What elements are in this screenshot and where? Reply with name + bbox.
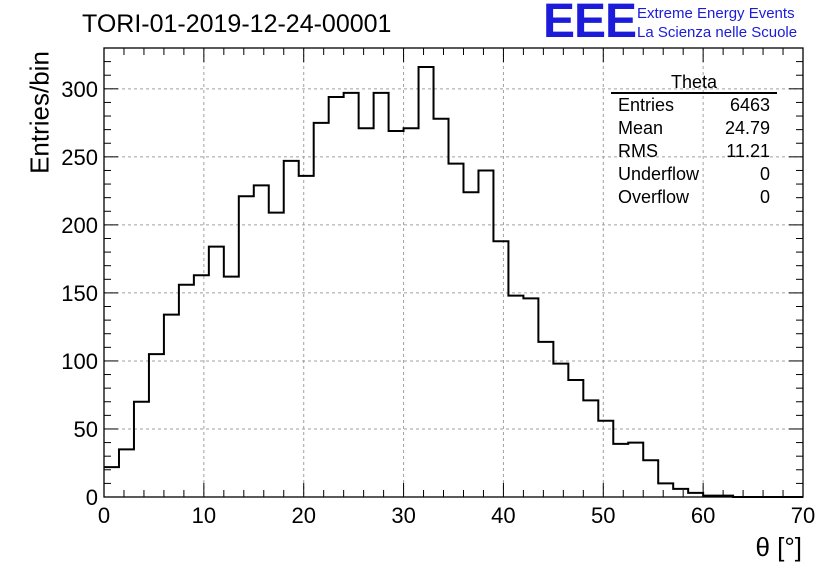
histogram-bin [419,67,434,497]
histogram-bin [523,298,538,497]
histogram-bin [449,164,464,497]
stats-value: 24.79 [724,118,770,138]
stats-row-mean: Mean 24.79 [611,117,777,140]
histogram-bin [463,192,478,497]
y-tick-label: 0 [86,485,98,510]
stats-label: Entries [618,95,675,115]
histogram-bin [164,315,179,497]
histogram-bin [284,161,299,497]
stats-title: Theta [611,72,777,94]
histogram-bin [628,443,643,497]
histogram-bin [374,93,389,497]
histogram-bin [314,123,329,497]
x-tick-label: 50 [591,503,615,528]
x-tick-label: 70 [791,503,815,528]
histogram-line [104,66,803,498]
x-tick-label: 20 [291,503,315,528]
stats-value: 11.21 [726,141,770,161]
x-tick-label: 10 [192,503,216,528]
y-tick-label: 250 [61,145,98,170]
histogram-bin [149,354,164,497]
stats-value: 0 [759,187,770,207]
histogram-bin [239,196,254,497]
axes [103,47,804,498]
histogram-bin [568,380,583,497]
logo-caption-line1: Extreme Energy Events [637,5,795,22]
x-tick-label: 0 [98,503,110,528]
histogram-bin [553,364,568,497]
histogram-bin [508,296,523,497]
histogram-bin [269,213,284,497]
histogram-bin [134,402,149,497]
histogram-bin [404,128,419,497]
y-tick-label: 300 [61,77,98,102]
stats-label: Overflow [618,187,690,207]
stats-label: Mean [618,118,664,138]
logo-caption: Extreme Energy Events La Scienza nelle S… [637,4,797,42]
x-tick-label: 40 [491,503,515,528]
histogram-bin [643,460,658,497]
histogram-bin [119,449,134,497]
histogram-bin [434,119,449,497]
histogram-bin [673,489,688,497]
histogram-bin [658,483,673,497]
histogram-bin [209,247,224,497]
histogram-bin [194,275,209,497]
histogram-bin [299,176,314,497]
logo-caption-line2: La Scienza nelle Scuole [637,24,798,41]
x-axis-label: θ [°] [755,532,802,562]
eee-logo: EEE [543,0,637,48]
stats-row-overflow: Overflow 0 [611,186,777,209]
histogram-bin [478,170,493,497]
stats-value: 6463 [729,95,770,115]
histogram-bin [389,131,404,497]
histogram-bin [224,277,239,497]
histogram-bin [538,342,553,497]
histogram-bin [179,285,194,497]
y-tick-label: 100 [61,349,98,374]
histogram-bin [359,128,374,497]
y-tick-label: 50 [74,417,98,442]
stats-row-entries: Entries 6463 [611,94,777,117]
histogram-bin [254,185,269,497]
histogram-bin [104,467,119,497]
histogram-bin [613,444,628,497]
histogram-bin [598,421,613,497]
y-tick-label: 200 [61,213,98,238]
stats-box: Theta Entries 6463 Mean 24.79 RMS 11.21 Und… [611,72,777,209]
plot-frame [103,47,804,498]
tick-labels: 0 10 20 30 40 50 60 70 0 50 100 150 200 250 300 [61,77,815,528]
x-tick-label: 60 [691,503,715,528]
chart-title: TORI-01-2019-12-24-00001 [82,10,392,38]
y-axis-label: Entries/bin [24,51,55,174]
stats-row-underflow: Underflow 0 [611,163,777,186]
grid-lines [104,48,803,497]
x-tick-label: 30 [391,503,415,528]
histogram-bin [344,93,359,497]
stats-row-rms: RMS 11.21 [611,140,777,163]
histogram-series [104,66,803,498]
stats-label: RMS [618,141,658,161]
stats-value: 0 [759,164,770,184]
histogram-bin [329,97,344,497]
stats-label: Underflow [618,164,700,184]
y-tick-label: 150 [61,281,98,306]
histogram-bin [583,400,598,497]
histogram-bin [493,241,508,497]
